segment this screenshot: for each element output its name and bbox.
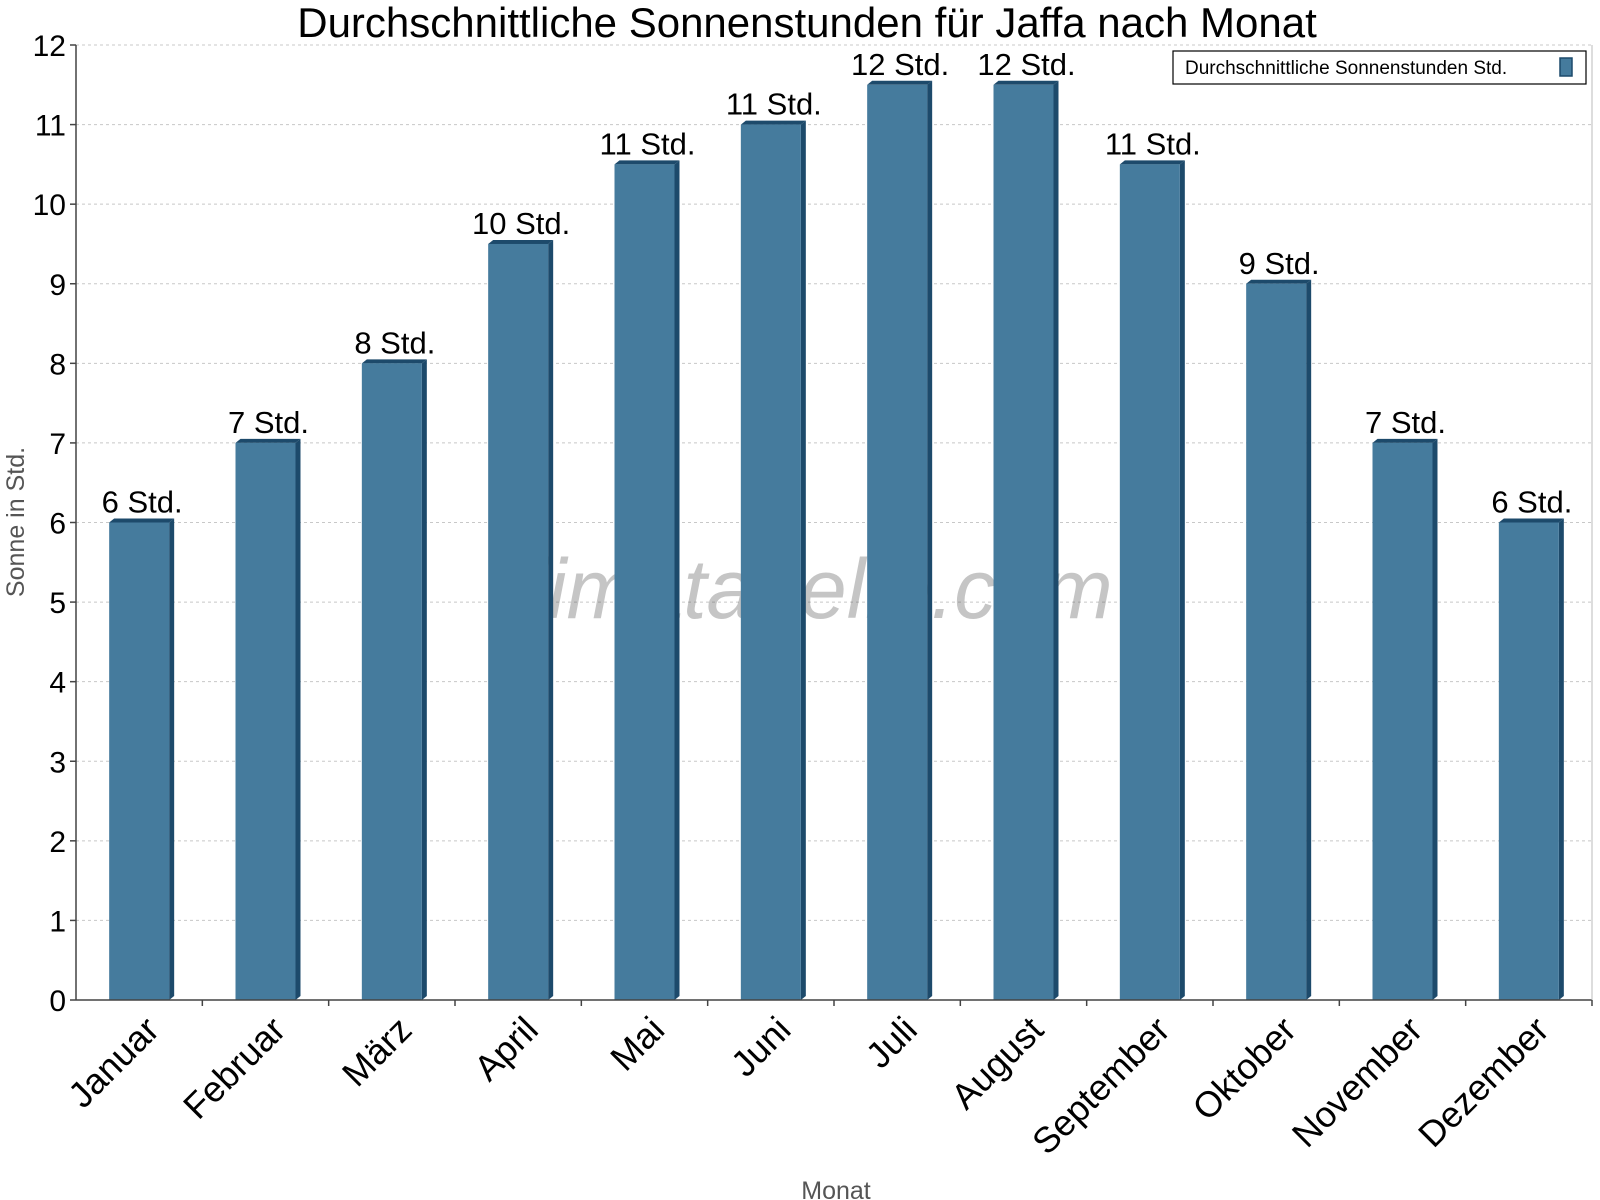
bar-side xyxy=(295,438,301,1001)
bar-oktober xyxy=(1246,279,1312,1000)
bar-april xyxy=(488,239,554,1001)
bar-top xyxy=(109,518,175,523)
y-tick-label: 7 xyxy=(49,428,66,461)
bar-top xyxy=(1119,160,1185,165)
bar-side xyxy=(800,120,806,1001)
bar-juli xyxy=(867,80,933,1000)
bar-side xyxy=(1306,279,1312,1000)
bar-front xyxy=(235,442,296,1001)
bar-front xyxy=(1498,522,1559,1000)
y-tick-label: 3 xyxy=(49,746,66,779)
bar-top xyxy=(488,239,554,244)
bar-front xyxy=(867,84,928,1000)
data-label: 11 Std. xyxy=(1105,126,1201,161)
legend-box xyxy=(1172,50,1587,85)
bar-side xyxy=(169,518,175,1000)
legend: Durchschnittliche Sonnenstunden Std. xyxy=(1172,50,1587,85)
data-label: 11 Std. xyxy=(726,87,822,122)
bar-februar xyxy=(235,438,301,1001)
x-tick-label: Februar xyxy=(175,1009,293,1127)
bar-märz xyxy=(361,359,427,1000)
bar-september xyxy=(1119,160,1185,1000)
bar-juni xyxy=(740,120,806,1001)
bar-side xyxy=(1053,80,1059,1000)
x-tick-labels: Januar Februar März April Mai Juni Juli AugustS… xyxy=(60,1000,1593,1163)
bar-side xyxy=(1558,518,1564,1000)
bar-top xyxy=(993,80,1059,85)
y-tick-label: 8 xyxy=(49,348,66,381)
data-labels: 6 Std. 7 Std. 8 Std. 10 Std. 11 Std. 11 Std. 1… xyxy=(102,47,1573,520)
data-label: 6 Std. xyxy=(1491,485,1572,520)
bar-front xyxy=(361,363,422,1000)
bar-front xyxy=(1372,442,1433,1001)
bar-front xyxy=(1246,283,1307,1000)
x-tick-label: Oktober xyxy=(1184,1009,1304,1129)
data-label: 11 Std. xyxy=(600,126,696,161)
legend-label: Durchschnittliche Sonnenstunden Std. xyxy=(1185,58,1507,79)
bar-front xyxy=(993,84,1054,1000)
y-tick-label: 10 xyxy=(33,189,66,222)
bar-dezember xyxy=(1498,518,1564,1000)
bar-side xyxy=(674,160,680,1000)
bar-mai xyxy=(614,160,680,1000)
chart-title: Durchschnittliche Sonnenstunden für Jaff… xyxy=(297,0,1317,46)
bar-top xyxy=(1246,279,1312,284)
data-label: 7 Std. xyxy=(1365,405,1446,440)
y-axis-label: Sonne in Std. xyxy=(2,447,30,597)
y-tick-label: 1 xyxy=(49,905,66,938)
bar-front xyxy=(740,124,801,1001)
x-tick-label: Mai xyxy=(602,1009,672,1079)
x-tick-label: November xyxy=(1284,1009,1430,1155)
x-tick-label: Juli xyxy=(858,1009,925,1076)
bar-side xyxy=(548,239,554,1001)
bar-side xyxy=(421,359,427,1000)
bar-top xyxy=(361,359,427,364)
x-tick-label: Juni xyxy=(723,1009,799,1085)
y-tick-label: 12 xyxy=(33,30,66,63)
bar-top xyxy=(1372,438,1438,443)
data-label: 6 Std. xyxy=(102,485,183,520)
data-label: 7 Std. xyxy=(228,405,309,440)
y-tick-label: 11 xyxy=(35,110,66,143)
y-tick-label: 6 xyxy=(49,508,66,541)
bars xyxy=(109,80,1564,1001)
bar-side xyxy=(1432,438,1438,1001)
data-label: 9 Std. xyxy=(1239,246,1320,281)
bar-top xyxy=(235,438,301,443)
x-tick-label: März xyxy=(334,1009,420,1095)
bar-top xyxy=(740,120,806,125)
bar-top xyxy=(1498,518,1564,523)
bar-top xyxy=(867,80,933,85)
bar-side xyxy=(1179,160,1185,1000)
bar-august xyxy=(993,80,1059,1000)
bar-front xyxy=(488,243,549,1001)
data-label: 8 Std. xyxy=(354,325,435,360)
x-tick-label: April xyxy=(466,1009,546,1089)
bar-januar xyxy=(109,518,175,1000)
legend-swatch xyxy=(1559,57,1573,77)
x-tick-label: August xyxy=(943,1009,1051,1117)
y-tick-label: 5 xyxy=(49,587,66,620)
gridlines xyxy=(76,44,1592,921)
bar-front xyxy=(1119,164,1180,1000)
bar-front xyxy=(614,164,675,1000)
x-tick-label: Dezember xyxy=(1410,1009,1556,1155)
x-axis-label: Monat xyxy=(801,1177,871,1200)
y-tick-label: 0 xyxy=(49,985,66,1018)
y-tick-label: 9 xyxy=(49,269,66,302)
bar-top xyxy=(614,160,680,165)
data-label: 10 Std. xyxy=(472,206,570,241)
y-tick-label: 2 xyxy=(49,826,66,859)
bar-november xyxy=(1372,438,1438,1001)
bar-side xyxy=(927,80,933,1000)
x-tick-label: Januar xyxy=(60,1009,167,1116)
data-label: 12 Std. xyxy=(851,47,949,82)
data-label: 12 Std. xyxy=(977,47,1075,82)
bar-front xyxy=(109,522,170,1000)
y-tick-label: 4 xyxy=(49,667,66,700)
x-tick-label: September xyxy=(1024,1009,1178,1163)
